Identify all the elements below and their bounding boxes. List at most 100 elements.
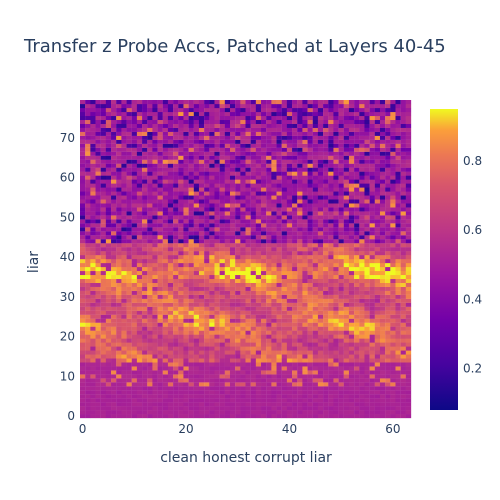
- heatmap-cell-r21-c56: [369, 330, 375, 335]
- heatmap-cell-r1-c14: [152, 410, 158, 415]
- heatmap-cell-r13-c41: [292, 362, 298, 367]
- heatmap-cell-r20-c29: [229, 334, 236, 339]
- heatmap-cell-r51-c39: [281, 211, 288, 216]
- heatmap-cell-r13-c7: [116, 362, 122, 367]
- heatmap-cell-r73-c1: [85, 123, 91, 128]
- heatmap-cell-r73-c23: [198, 123, 205, 128]
- heatmap-cell-r34-c48: [328, 278, 334, 283]
- heatmap-cell-r32-c54: [359, 286, 365, 291]
- heatmap-cell-r67-c29: [229, 147, 236, 152]
- heatmap-cell-r22-c23: [198, 326, 205, 331]
- heatmap-cell-r26-c34: [255, 310, 262, 315]
- heatmap-cell-r17-c53: [354, 346, 360, 351]
- heatmap-cell-r1-c32: [245, 410, 251, 415]
- heatmap-cell-r43-c55: [364, 243, 370, 248]
- heatmap-cell-r19-c9: [126, 338, 132, 343]
- heatmap-cell-r49-c33: [250, 219, 256, 224]
- heatmap-cell-r21-c40: [286, 330, 293, 335]
- heatmap-cell-r51-c49: [333, 211, 339, 216]
- heatmap-cell-r49-c21: [188, 219, 194, 224]
- heatmap-cell-r26-c27: [219, 310, 225, 315]
- heatmap-cell-r77-c22: [193, 107, 200, 113]
- heatmap-cell-r62-c49: [333, 167, 339, 172]
- heatmap-cell-r11-c5: [105, 370, 112, 375]
- heatmap-cell-r25-c17: [167, 314, 174, 319]
- heatmap-cell-r52-c42: [297, 207, 303, 212]
- heatmap-cell-r5-c18: [173, 394, 179, 399]
- heatmap-cell-r39-c2: [90, 259, 96, 264]
- heatmap-cell-r8-c28: [224, 382, 231, 387]
- heatmap-cell-r45-c8: [121, 235, 127, 240]
- heatmap-cell-r43-c21: [188, 243, 194, 248]
- heatmap-cell-r63-c6: [111, 163, 117, 168]
- heatmap-cell-r5-c54: [359, 394, 365, 399]
- heatmap-cell-r12-c7: [116, 366, 122, 371]
- heatmap-cell-r23-c31: [240, 322, 246, 327]
- heatmap-cell-r29-c60: [390, 298, 396, 303]
- heatmap-cell-r52-c43: [302, 207, 308, 212]
- heatmap-cell-r64-c41: [292, 159, 298, 164]
- heatmap-cell-r10-c11: [136, 374, 143, 379]
- heatmap-cell-r22-c36: [266, 326, 272, 331]
- heatmap-cell-r26-c39: [281, 310, 288, 315]
- heatmap-cell-r13-c0: [80, 362, 86, 367]
- heatmap-cell-r25-c16: [162, 314, 169, 319]
- heatmap-cell-r54-c6: [111, 199, 117, 204]
- heatmap-cell-r22-c37: [271, 326, 277, 331]
- heatmap-cell-r10-c30: [235, 374, 241, 379]
- heatmap-cell-r24-c30: [235, 318, 241, 323]
- heatmap-cell-r27-c13: [147, 306, 153, 311]
- heatmap-cell-r50-c40: [286, 215, 293, 220]
- heatmap-cell-r49-c63: [405, 219, 412, 224]
- heatmap-cell-r59-c59: [385, 179, 391, 184]
- heatmap-cell-r64-c8: [121, 159, 127, 164]
- heatmap-cell-r52-c15: [157, 207, 163, 212]
- heatmap-cell-r64-c51: [343, 159, 350, 164]
- heatmap-cell-r9-c37: [271, 378, 277, 383]
- heatmap-cell-r61-c57: [374, 171, 381, 176]
- heatmap-cell-r38-c60: [390, 262, 396, 268]
- heatmap-cell-r34-c5: [105, 278, 112, 283]
- heatmap-cell-r55-c41: [292, 195, 298, 200]
- heatmap-cell-r51-c9: [126, 211, 132, 216]
- heatmap-cell-r63-c57: [374, 163, 381, 168]
- heatmap-cell-r59-c31: [240, 179, 246, 184]
- heatmap-cell-r56-c33: [250, 191, 256, 196]
- heatmap-cell-r60-c57: [374, 175, 381, 180]
- heatmap-cell-r69-c28: [224, 139, 231, 144]
- heatmap-cell-r4-c25: [209, 398, 215, 403]
- heatmap-cell-r38-c23: [198, 262, 205, 268]
- heatmap-cell-r36-c17: [167, 270, 174, 276]
- heatmap-cell-r74-c23: [198, 119, 205, 124]
- heatmap-cell-r44-c63: [405, 239, 412, 244]
- heatmap-cell-r25-c58: [379, 314, 386, 319]
- heatmap-cell-r31-c59: [385, 290, 391, 295]
- heatmap-cell-r67-c16: [162, 147, 169, 152]
- heatmap-cell-r48-c18: [173, 223, 179, 228]
- heatmap-cell-r38-c54: [359, 262, 365, 268]
- heatmap-cell-r42-c34: [255, 247, 262, 252]
- heatmap-cell-r71-c62: [400, 131, 406, 136]
- heatmap-cell-r14-c51: [343, 358, 350, 363]
- heatmap-cell-r63-c7: [116, 163, 122, 168]
- heatmap-cell-r75-c33: [250, 115, 256, 121]
- heatmap-cell-r0-c57: [374, 414, 381, 419]
- heatmap-cell-r45-c11: [136, 235, 143, 240]
- heatmap-cell-r72-c4: [100, 127, 107, 132]
- heatmap-cell-r47-c4: [100, 227, 107, 232]
- heatmap-cell-r54-c53: [354, 199, 360, 204]
- heatmap-cell-r54-c47: [323, 199, 329, 204]
- heatmap-cell-r38-c63: [405, 262, 412, 268]
- heatmap-cell-r58-c32: [245, 183, 251, 188]
- heatmap-cell-r46-c39: [281, 231, 288, 236]
- heatmap-cell-r68-c56: [369, 143, 375, 148]
- heatmap-cell-r51-c26: [214, 211, 220, 216]
- heatmap-cell-r75-c45: [312, 115, 319, 121]
- heatmap-cell-r41-c37: [271, 251, 277, 256]
- heatmap-cell-r4-c21: [188, 398, 194, 403]
- heatmap-cell-r50-c7: [116, 215, 122, 220]
- heatmap-cell-r46-c58: [379, 231, 386, 236]
- heatmap-cell-r45-c41: [292, 235, 298, 240]
- heatmap-cell-r34-c52: [348, 278, 355, 283]
- heatmap-cell-r60-c63: [405, 175, 412, 180]
